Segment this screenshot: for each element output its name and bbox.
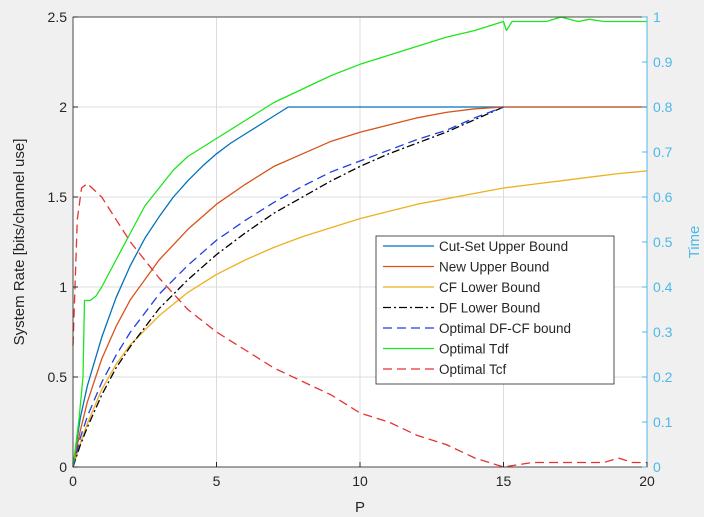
y-right-tick-label: 0 <box>653 459 661 475</box>
y-left-tick-label: 2 <box>59 99 67 115</box>
axis-ticks: 0 5 10 15 2000.511.522.500.10.20.30.40.50.60… <box>48 9 673 489</box>
legend-label: Optimal DF-CF bound <box>439 321 571 336</box>
series-line-cf-lower-bound <box>72 170 648 468</box>
y-right-tick-label: 0.3 <box>653 324 673 340</box>
y-left-tick-label: 1.5 <box>48 189 68 205</box>
x-axis-label: P <box>355 499 365 516</box>
series-line-cut-set-upper-bound <box>72 106 647 468</box>
series-line-optimal-tcf <box>72 182 647 468</box>
series-line-optimal-tdf <box>72 16 647 468</box>
series-line-optimal-df-cf-bound <box>72 106 504 468</box>
y-left-tick-label: 0.5 <box>48 369 68 385</box>
y-right-tick-label: 0.4 <box>653 279 673 295</box>
x-tick-label: 20 <box>639 473 655 489</box>
legend-label: CF Lower Bound <box>439 280 540 295</box>
y-right-tick-label: 1 <box>653 9 661 25</box>
legend-label: Optimal Tdf <box>439 342 509 357</box>
y-right-tick-label: 0.1 <box>653 414 673 430</box>
y-right-tick-label: 0.5 <box>653 234 673 250</box>
y-right-tick-label: 0.7 <box>653 144 673 160</box>
legend-label: Cut-Set Upper Bound <box>439 239 568 254</box>
series-line-df-lower-bound <box>72 106 504 468</box>
x-tick-label: 10 <box>352 473 368 489</box>
y-right-tick-label: 0.8 <box>653 99 673 115</box>
x-tick-label: 0 <box>69 473 77 489</box>
y-left-tick-label: 0 <box>59 459 67 475</box>
legend-box <box>375 235 615 385</box>
y-left-tick-label: 1 <box>59 279 67 295</box>
legend-label: Optimal Tcf <box>439 362 507 377</box>
series-line-new-upper-bound <box>72 106 647 468</box>
y-left-tick-label: 2.5 <box>48 9 68 25</box>
legend-label: New Upper Bound <box>439 260 549 275</box>
series-layer <box>72 16 648 468</box>
y-right-tick-label: 0.2 <box>653 369 673 385</box>
y-axis-label-right: Time <box>686 226 703 259</box>
legend: Cut-Set Upper Bound New Upper Bound CF Low… <box>375 235 615 385</box>
y-axis-label-left: System Rate [bits/channel use] <box>11 139 28 346</box>
x-tick-label: 5 <box>213 473 221 489</box>
y-right-tick-label: 0.6 <box>653 189 673 205</box>
x-tick-label: 15 <box>496 473 512 489</box>
y-right-tick-label: 0.9 <box>653 54 673 70</box>
legend-label: DF Lower Bound <box>439 301 540 316</box>
